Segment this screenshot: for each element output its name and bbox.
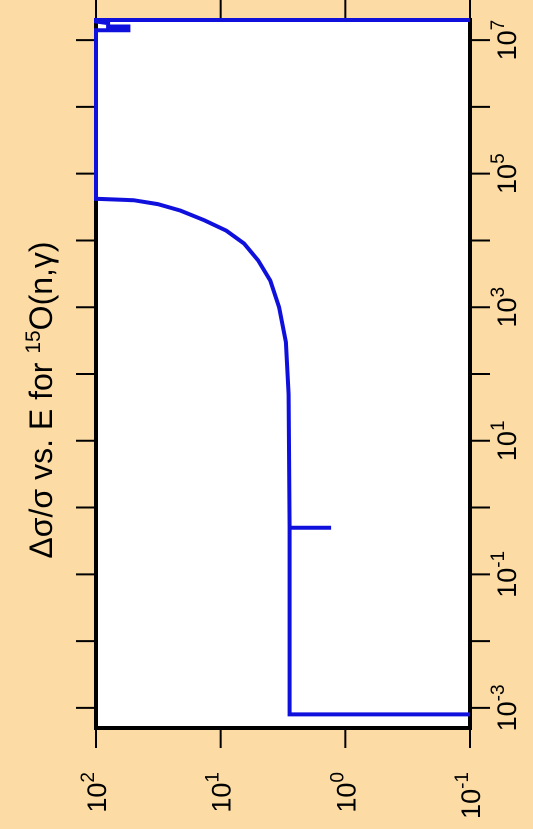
plot-area — [94, 18, 472, 730]
title-sup: 15 — [22, 330, 45, 353]
tick-labels: 10-3 10-1 101 103 105 107 102 101 100 10-1 — [78, 20, 522, 819]
uncertainty-tick-label: 100 — [327, 772, 361, 813]
energy-tick-label: 107 — [488, 20, 522, 61]
energy-tick-label: 105 — [488, 153, 522, 194]
uncertainty-tick-label: 10-1 — [452, 772, 486, 819]
uncertainty-tick-label: 102 — [78, 772, 112, 813]
energy-tick-label: 10-3 — [488, 684, 522, 731]
energy-tick-label: 103 — [488, 287, 522, 328]
energy-tick-label: 10-1 — [488, 551, 522, 598]
title-main: Δσ/σ vs. E for — [23, 354, 59, 559]
energy-tick-label: 101 — [488, 420, 522, 461]
series-line — [94, 18, 470, 717]
uncertainty-tick-label: 101 — [203, 772, 237, 813]
axis-ticks — [76, 0, 490, 748]
title-tail: O(n,γ) — [23, 241, 59, 330]
chart-title: Δσ/σ vs. E for 15O(n,γ) — [22, 241, 59, 558]
